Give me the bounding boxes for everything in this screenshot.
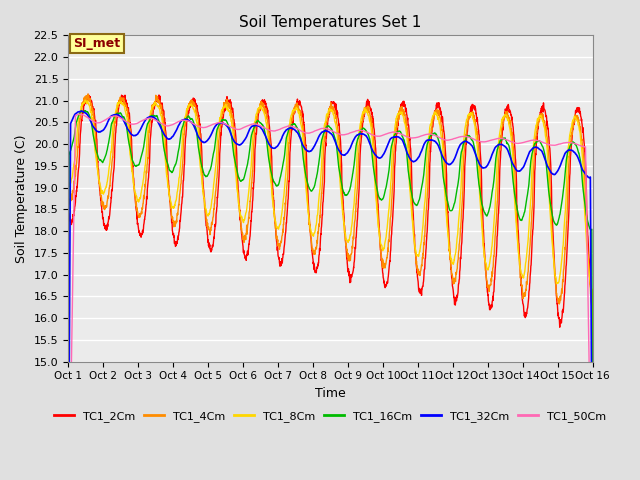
TC1_16Cm [483, 213, 490, 219]
TC1_32Cm [543, 160, 550, 166]
Legend: TC1_2Cm, TC1_4Cm, TC1_8Cm, TC1_16Cm, TC1_32Cm, TC1_50Cm: TC1_2Cm, TC1_4Cm, TC1_8Cm, TC1_16Cm, TC1… [50, 407, 611, 426]
TC1_8Cm [64, 460, 72, 466]
TC1_2Cm [84, 91, 92, 97]
TC1_8Cm [81, 97, 89, 103]
TC1_8Cm [557, 264, 565, 270]
Line: TC1_50Cm: TC1_50Cm [68, 114, 593, 480]
TC1_8Cm [543, 139, 550, 145]
Line: TC1_8Cm: TC1_8Cm [68, 100, 593, 480]
TC1_8Cm [357, 118, 365, 124]
TC1_32Cm [211, 124, 218, 130]
TC1_8Cm [483, 264, 490, 270]
TC1_2Cm [556, 324, 564, 330]
Line: TC1_16Cm: TC1_16Cm [68, 111, 593, 480]
TC1_2Cm [64, 209, 72, 215]
TC1_50Cm [76, 111, 84, 117]
TC1_8Cm [211, 174, 218, 180]
TC1_2Cm [543, 113, 550, 119]
TC1_50Cm [557, 141, 565, 146]
TC1_4Cm [557, 294, 565, 300]
Y-axis label: Soil Temperature (C): Soil Temperature (C) [15, 134, 28, 263]
TC1_4Cm [357, 123, 365, 129]
TC1_2Cm [346, 272, 353, 278]
TC1_16Cm [81, 108, 88, 114]
TC1_2Cm [357, 140, 365, 146]
TC1_32Cm [357, 131, 365, 137]
TC1_4Cm [84, 91, 92, 97]
Line: TC1_4Cm: TC1_4Cm [68, 94, 593, 307]
TC1_50Cm [357, 127, 365, 133]
Line: TC1_32Cm: TC1_32Cm [68, 111, 593, 480]
TC1_2Cm [557, 317, 565, 323]
TC1_50Cm [346, 131, 353, 136]
TC1_4Cm [483, 277, 490, 283]
TC1_50Cm [483, 139, 490, 144]
Text: SI_met: SI_met [74, 37, 120, 50]
TC1_32Cm [557, 161, 565, 167]
TC1_2Cm [211, 227, 218, 233]
TC1_4Cm [64, 199, 72, 204]
TC1_4Cm [589, 304, 596, 310]
TC1_4Cm [543, 127, 550, 133]
TC1_50Cm [543, 141, 550, 147]
TC1_2Cm [483, 279, 490, 285]
X-axis label: Time: Time [315, 387, 346, 400]
TC1_4Cm [211, 201, 218, 207]
TC1_16Cm [557, 205, 565, 211]
TC1_16Cm [357, 128, 365, 133]
TC1_32Cm [483, 163, 490, 169]
TC1_16Cm [346, 188, 353, 193]
TC1_32Cm [346, 146, 353, 152]
TC1_4Cm [346, 254, 353, 260]
TC1_16Cm [543, 163, 550, 169]
TC1_16Cm [211, 145, 218, 151]
TC1_2Cm [589, 311, 596, 316]
TC1_32Cm [78, 108, 86, 114]
Line: TC1_2Cm: TC1_2Cm [68, 94, 593, 327]
TC1_50Cm [211, 121, 218, 127]
Title: Soil Temperatures Set 1: Soil Temperatures Set 1 [239, 15, 422, 30]
TC1_8Cm [346, 236, 353, 242]
